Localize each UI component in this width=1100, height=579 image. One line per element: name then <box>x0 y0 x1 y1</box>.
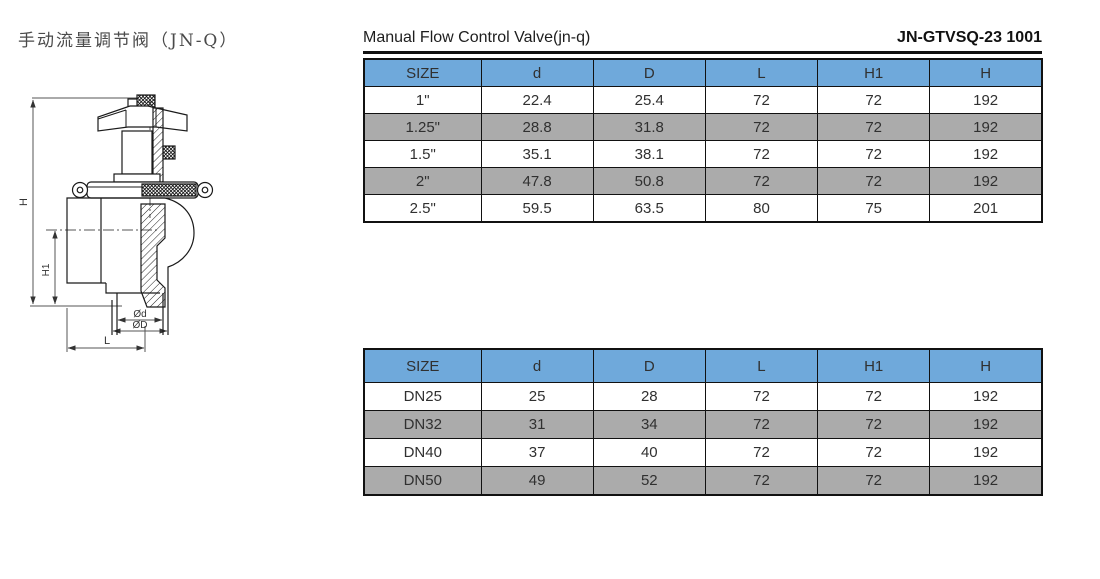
cell: 192 <box>929 466 1043 496</box>
dim-label-h: H <box>18 198 30 206</box>
cell: 25.4 <box>592 86 706 114</box>
cell: 192 <box>929 410 1043 439</box>
cell: 1.25" <box>363 113 482 141</box>
cell: 72 <box>817 86 931 114</box>
valve-technical-drawing: H H1 L Ød ØD <box>10 86 260 371</box>
column-header: D <box>592 348 706 383</box>
cell: 72 <box>704 382 819 411</box>
cell: 52 <box>592 466 706 496</box>
cell: 72 <box>704 410 819 439</box>
column-header: H <box>929 58 1043 87</box>
table-row: DN50 49 52 72 72 192 <box>363 466 1043 496</box>
cell: 192 <box>929 167 1043 195</box>
cell: 37 <box>480 438 594 467</box>
cell: 192 <box>929 438 1043 467</box>
cell: 2" <box>363 167 482 195</box>
cell: 72 <box>704 167 819 195</box>
cell: 25 <box>480 382 594 411</box>
table-row: 2.5" 59.5 63.5 80 75 201 <box>363 194 1043 223</box>
table-row: 1" 22.4 25.4 72 72 192 <box>363 86 1043 114</box>
cell: 1" <box>363 86 482 114</box>
cell: 72 <box>704 466 819 496</box>
dim-label-d-small: Ød <box>133 309 146 320</box>
cell: 40 <box>592 438 706 467</box>
column-header: L <box>704 58 819 87</box>
cell: 28.8 <box>480 113 594 141</box>
table-row: 1.25" 28.8 31.8 72 72 192 <box>363 113 1043 141</box>
cell: 38.1 <box>592 140 706 168</box>
cell: 192 <box>929 113 1043 141</box>
cell: 1.5" <box>363 140 482 168</box>
dim-label-d-large: ØD <box>133 320 148 331</box>
table-row: DN32 31 34 72 72 192 <box>363 410 1043 439</box>
cell: 192 <box>929 86 1043 114</box>
spec-table-inch: SIZE d D L H1 H 1" 22.4 25.4 72 72 192 1.25" 28.8 31.… <box>363 58 1043 223</box>
cell: 31 <box>480 410 594 439</box>
spec-table-dn: SIZE d D L H1 H DN25 25 28 72 72 192 DN32 31 34 72 72 19… <box>363 348 1043 496</box>
table-row: 1.5" 35.1 38.1 72 72 192 <box>363 140 1043 168</box>
cell: 34 <box>592 410 706 439</box>
cell: 2.5" <box>363 194 482 223</box>
header-row: SIZE d D L H1 H <box>363 348 1043 383</box>
cell: 22.4 <box>480 86 594 114</box>
cell: 192 <box>929 140 1043 168</box>
cell: 35.1 <box>480 140 594 168</box>
cell: 72 <box>817 466 931 496</box>
cell: 72 <box>817 140 931 168</box>
cell: 49 <box>480 466 594 496</box>
cell: 201 <box>929 194 1043 223</box>
cell: DN25 <box>363 382 482 411</box>
table-row: DN40 37 40 72 72 192 <box>363 438 1043 467</box>
column-header: SIZE <box>363 58 482 87</box>
cell: 50.8 <box>592 167 706 195</box>
column-header: L <box>704 348 819 383</box>
column-header: SIZE <box>363 348 482 383</box>
cell: 28 <box>592 382 706 411</box>
doc-title-english: Manual Flow Control Valve(jn-q) <box>363 29 591 46</box>
cell: 31.8 <box>592 113 706 141</box>
cell: 63.5 <box>592 194 706 223</box>
cell: 72 <box>817 382 931 411</box>
column-header: D <box>592 58 706 87</box>
valve-cross-section-svg: H H1 L Ød ØD <box>18 94 214 352</box>
cell: 72 <box>704 438 819 467</box>
cell: 47.8 <box>480 167 594 195</box>
cell: 80 <box>704 194 819 223</box>
dim-label-l: L <box>104 335 110 347</box>
cell: 72 <box>704 113 819 141</box>
cell: DN50 <box>363 466 482 496</box>
cell: DN32 <box>363 410 482 439</box>
cell: 59.5 <box>480 194 594 223</box>
cell: 75 <box>817 194 931 223</box>
column-header: d <box>480 58 594 87</box>
column-header: H1 <box>817 348 931 383</box>
cell: 72 <box>704 140 819 168</box>
header-row: SIZE d D L H1 H <box>363 58 1043 87</box>
doc-model-code: JN-GTVSQ-23 1001 <box>897 29 1042 46</box>
column-header: H1 <box>817 58 931 87</box>
column-header: d <box>480 348 594 383</box>
cell: DN40 <box>363 438 482 467</box>
table-row: DN25 25 28 72 72 192 <box>363 382 1043 411</box>
doc-title-chinese: 手动流量调节阀（JN-Q） <box>18 31 239 51</box>
dim-label-h1: H1 <box>41 263 52 276</box>
valve-outline <box>66 94 214 335</box>
table-row: 2" 47.8 50.8 72 72 192 <box>363 167 1043 195</box>
cell: 72 <box>704 86 819 114</box>
cell: 72 <box>817 167 931 195</box>
cell: 192 <box>929 382 1043 411</box>
cell: 72 <box>817 410 931 439</box>
cell: 72 <box>817 113 931 141</box>
sheet-header: Manual Flow Control Valve(jn-q) JN-GTVSQ… <box>363 29 1042 54</box>
column-header: H <box>929 348 1043 383</box>
cell: 72 <box>817 438 931 467</box>
